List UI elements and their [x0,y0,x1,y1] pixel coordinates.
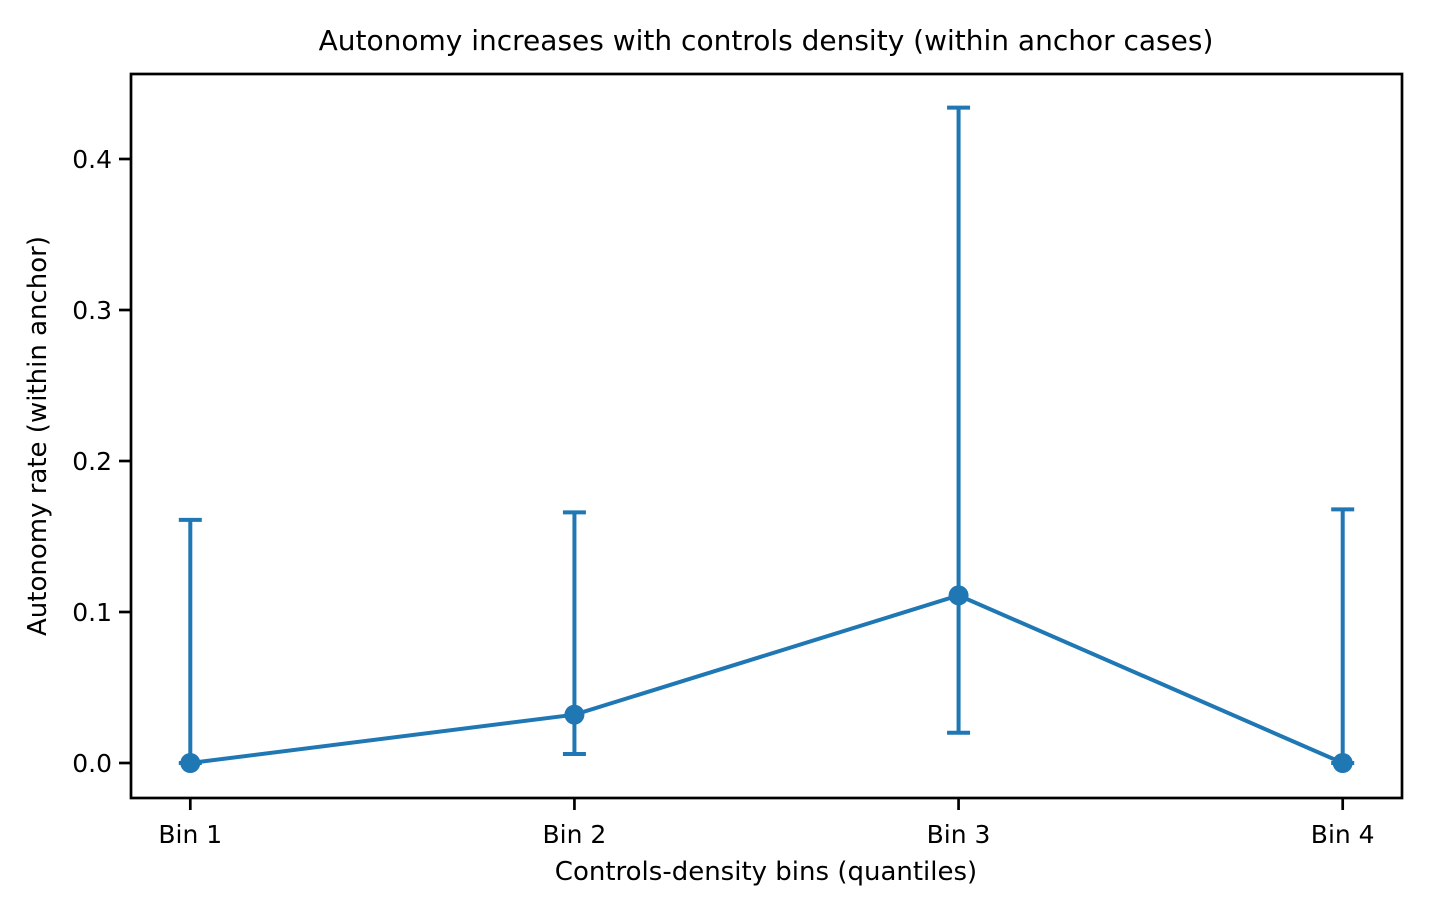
x-tick-label-bin-4: Bin 4 [1311,820,1375,849]
y-axis-ticks: 0.0 0.1 0.2 0.3 0.4 [72,145,131,778]
x-axis-ticks: Bin 1 Bin 2 Bin 3 Bin 4 [158,798,1375,849]
y-tick-label-0.3: 0.3 [72,296,112,325]
data-point-bin-1 [180,753,201,773]
x-tick-label-bin-1: Bin 1 [158,820,222,849]
y-tick-label-0.1: 0.1 [72,598,112,627]
x-axis-label: Controls-density bins (quantiles) [555,857,977,887]
data-point-bin-4 [1332,753,1353,773]
y-axis-label: Autonomy rate (within anchor) [23,236,53,636]
y-tick-label-0.0: 0.0 [72,749,112,778]
data-line [190,593,1344,765]
y-tick-label-0.4: 0.4 [72,145,112,174]
data-point-bin-3 [948,585,969,606]
series-line [190,593,1344,765]
error-bars [178,105,1355,765]
y-tick-label-0.2: 0.2 [72,447,112,476]
data-point-bin-2 [564,704,585,725]
x-tick-label-bin-3: Bin 3 [927,820,991,849]
plot-border [129,72,1404,800]
data-points [180,585,1353,773]
chart-title: Autonomy increases with controls density… [319,24,1214,57]
x-tick-label-bin-2: Bin 2 [543,820,607,849]
